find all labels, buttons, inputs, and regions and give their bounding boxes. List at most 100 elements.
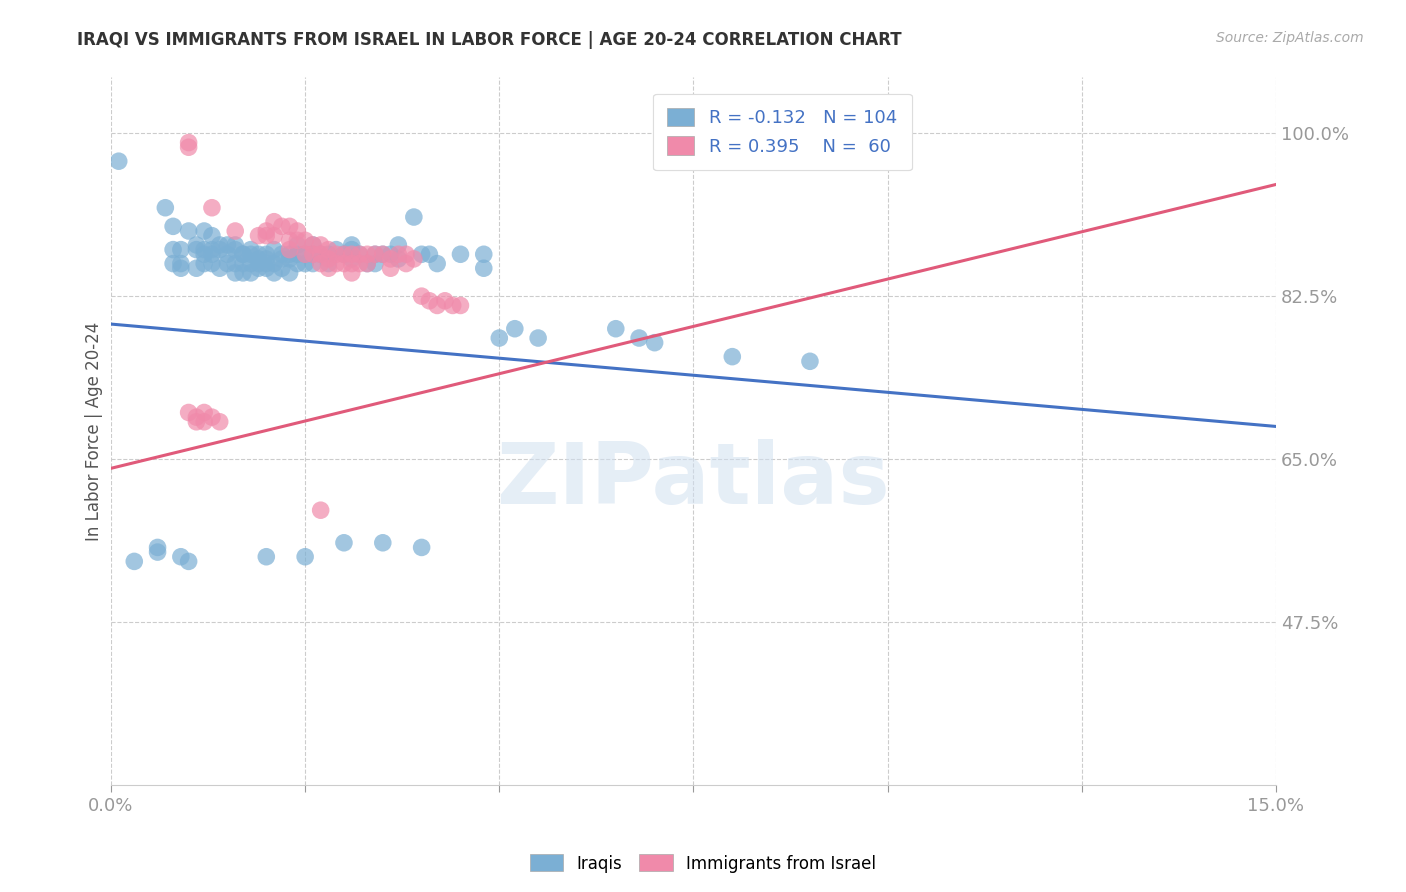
Point (356, 247, 378, 261)
Point (232, 247, 254, 261)
Point (349, 247, 371, 261)
Point (799, 354, 821, 368)
Point (263, 215, 285, 229)
Point (278, 243, 301, 257)
Point (285, 233, 308, 247)
Point (201, 228, 224, 243)
Point (263, 256, 285, 270)
Point (224, 256, 246, 270)
Point (721, 350, 744, 364)
Point (318, 261, 340, 276)
Point (247, 256, 270, 270)
Point (340, 256, 363, 270)
Point (340, 266, 363, 280)
Point (426, 256, 449, 270)
Point (433, 293, 456, 308)
Point (170, 256, 193, 270)
Point (107, 154, 129, 169)
Point (411, 247, 433, 261)
Point (146, 545, 169, 559)
Text: ZIPatlas: ZIPatlas (496, 439, 890, 522)
Point (503, 322, 526, 336)
Point (799, 131, 821, 145)
Point (270, 247, 292, 261)
Point (247, 261, 270, 276)
Point (371, 535, 394, 549)
Point (356, 256, 378, 270)
Point (162, 256, 184, 270)
Point (186, 243, 208, 257)
Point (302, 247, 325, 261)
Point (278, 266, 301, 280)
Point (193, 415, 215, 429)
Point (217, 256, 239, 270)
Point (426, 298, 449, 312)
Point (294, 256, 316, 270)
Point (270, 219, 292, 234)
Text: IRAQI VS IMMIGRANTS FROM ISRAEL IN LABOR FORCE | AGE 20-24 CORRELATION CHART: IRAQI VS IMMIGRANTS FROM ISRAEL IN LABOR… (77, 31, 903, 49)
Point (364, 256, 387, 270)
Point (402, 210, 425, 224)
Point (201, 201, 224, 215)
Point (318, 247, 340, 261)
Point (177, 140, 200, 154)
Point (318, 256, 340, 270)
Point (186, 261, 208, 276)
Point (201, 247, 224, 261)
Point (254, 228, 277, 243)
Point (364, 247, 387, 261)
Point (441, 298, 464, 312)
Point (418, 247, 440, 261)
Point (356, 256, 378, 270)
Point (201, 256, 224, 270)
Point (302, 256, 325, 270)
Point (488, 331, 510, 345)
Point (285, 256, 308, 270)
Point (364, 247, 387, 261)
Point (193, 247, 215, 261)
Point (263, 228, 285, 243)
Point (340, 247, 363, 261)
Point (254, 247, 277, 261)
Point (333, 256, 356, 270)
Point (193, 224, 215, 238)
Point (224, 266, 246, 280)
Point (122, 554, 145, 568)
Point (387, 238, 409, 252)
Point (270, 252, 292, 266)
Point (162, 219, 184, 234)
Point (302, 247, 325, 261)
Point (395, 256, 418, 270)
Point (217, 247, 239, 261)
Point (278, 252, 301, 266)
Point (254, 252, 277, 266)
Point (371, 247, 394, 261)
Point (325, 247, 347, 261)
Point (302, 238, 325, 252)
Point (239, 247, 262, 261)
Point (814, 131, 837, 145)
Point (418, 293, 440, 308)
Point (309, 238, 332, 252)
Point (186, 415, 208, 429)
Point (146, 541, 169, 555)
Point (349, 256, 371, 270)
Point (605, 322, 627, 336)
Point (201, 410, 224, 425)
Point (177, 554, 200, 568)
Point (309, 256, 332, 270)
Point (294, 247, 316, 261)
Point (170, 243, 193, 257)
Point (263, 243, 285, 257)
Point (302, 238, 325, 252)
Point (349, 247, 371, 261)
Point (193, 243, 215, 257)
Text: Source: ZipAtlas.com: Source: ZipAtlas.com (1216, 31, 1364, 45)
Point (411, 541, 433, 555)
Point (162, 243, 184, 257)
Point (254, 549, 277, 564)
Legend: R = -0.132   N = 104, R = 0.395    N =  60: R = -0.132 N = 104, R = 0.395 N = 60 (652, 94, 911, 170)
Point (263, 266, 285, 280)
Point (193, 256, 215, 270)
Point (333, 247, 356, 261)
